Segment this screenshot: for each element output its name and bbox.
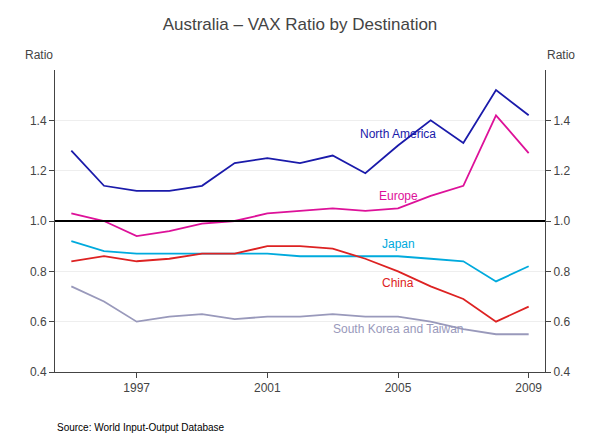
svg-text:Ratio: Ratio: [547, 48, 575, 62]
svg-text:0.8: 0.8: [553, 265, 570, 279]
svg-text:1.2: 1.2: [553, 164, 570, 178]
svg-text:China: China: [382, 276, 414, 290]
svg-text:2009: 2009: [515, 381, 542, 395]
svg-text:Japan: Japan: [382, 237, 415, 251]
svg-text:Ratio: Ratio: [25, 48, 53, 62]
svg-text:Australia – VAX Ratio by Desti: Australia – VAX Ratio by Destination: [163, 15, 438, 34]
svg-text:South Korea and Taiwan: South Korea and Taiwan: [333, 322, 464, 336]
svg-text:0.4: 0.4: [553, 365, 570, 379]
svg-text:1.0: 1.0: [30, 214, 47, 228]
svg-text:0.6: 0.6: [30, 315, 47, 329]
svg-text:Europe: Europe: [379, 189, 418, 203]
svg-text:0.8: 0.8: [30, 265, 47, 279]
svg-text:2001: 2001: [254, 381, 281, 395]
svg-text:2005: 2005: [385, 381, 412, 395]
svg-text:1.0: 1.0: [553, 214, 570, 228]
svg-text:Source: World Input-Output Dat: Source: World Input-Output Database: [57, 422, 225, 433]
svg-text:1997: 1997: [123, 381, 150, 395]
svg-text:1.2: 1.2: [30, 164, 47, 178]
svg-text:0.4: 0.4: [30, 365, 47, 379]
svg-text:North America: North America: [360, 127, 436, 141]
svg-text:1.4: 1.4: [30, 114, 47, 128]
svg-text:0.6: 0.6: [553, 315, 570, 329]
svg-text:1.4: 1.4: [553, 114, 570, 128]
